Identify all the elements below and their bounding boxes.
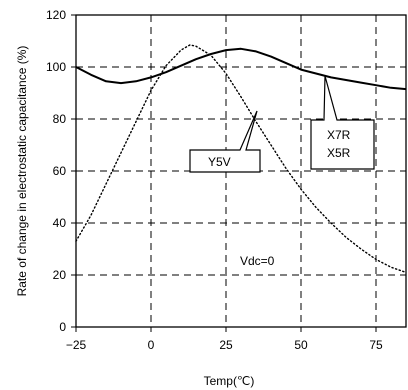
x5r-label: X5R	[327, 146, 351, 160]
x7r-x5r-callout: X7R X5R	[310, 75, 375, 170]
y-tick-label-3: 60	[53, 164, 67, 178]
y5v-callout-box	[189, 110, 261, 173]
x7r-x5r-callout-box	[310, 75, 375, 170]
y-tick-label-2: 40	[53, 216, 67, 230]
x7r-label: X7R	[327, 128, 351, 142]
y5v-label: Y5V	[208, 155, 231, 169]
x-axis-title: Temp(℃)	[204, 374, 255, 388]
x-tick-label-1: 0	[148, 338, 155, 352]
plot-area	[75, 44, 407, 274]
x-tick-label-3: 50	[294, 338, 308, 352]
vdc-annotation: Vdc=0	[240, 254, 275, 268]
y-tick-label-4: 80	[53, 112, 67, 126]
y5v-callout: Y5V	[189, 110, 261, 173]
y-tick-label-5: 100	[46, 60, 66, 74]
series-line-1	[75, 44, 407, 274]
y-tick-label-1: 20	[53, 268, 67, 282]
y-axis-title: Rate of change in electrostatic capacita…	[15, 46, 29, 297]
y-tick-label-0: 0	[59, 320, 66, 334]
series-line-0	[75, 47, 407, 91]
x-tick-label-0: −25	[66, 338, 87, 352]
x-tick-label-2: 25	[219, 338, 233, 352]
y-tick-label-6: 120	[46, 8, 66, 22]
x-tick-label-4: 75	[369, 338, 383, 352]
